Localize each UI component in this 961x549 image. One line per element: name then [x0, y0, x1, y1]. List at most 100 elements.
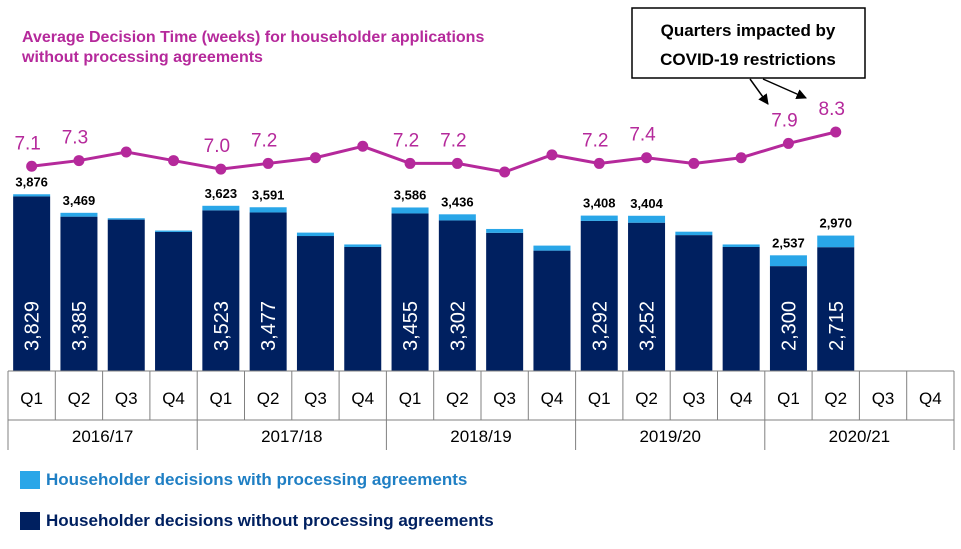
x-axis-quarter-label: Q4 [730, 389, 753, 408]
average-decision-time-label: 7.2 [582, 130, 608, 151]
bar-with-agreements [722, 244, 760, 247]
average-decision-time-point [546, 149, 558, 161]
bar-without-agreements [438, 220, 476, 371]
bar-total-label: 3,623 [205, 186, 238, 201]
average-decision-time-series [31, 130, 837, 174]
bar-value-label: 3,302 [447, 301, 469, 351]
x-axis-quarter-label: Q4 [351, 389, 374, 408]
average-decision-time-point [688, 157, 700, 169]
average-decision-time-point [451, 157, 463, 169]
bar-without-agreements [817, 247, 855, 371]
bar-without-agreements [344, 246, 382, 371]
legend-label-without-agreements: Householder decisions without processing… [46, 511, 494, 530]
average-decision-time-point [499, 166, 511, 178]
x-axis-quarter-label: Q2 [68, 389, 91, 408]
legend-item-with-agreements: Householder decisions with processing ag… [20, 470, 467, 490]
average-decision-time-point [168, 155, 180, 167]
bar-with-agreements [107, 218, 145, 220]
average-decision-time-point [309, 152, 321, 164]
x-axis-quarter-label: Q4 [162, 389, 185, 408]
x-axis-year-label: 2017/18 [261, 427, 322, 446]
average-decision-time-label: 7.2 [440, 130, 466, 151]
average-decision-time-point [357, 140, 369, 152]
bar-total-label: 3,586 [394, 187, 427, 202]
bar-without-agreements [13, 196, 51, 371]
bar-with-agreements [202, 205, 240, 211]
average-decision-time-label: 7.9 [771, 110, 797, 131]
line-title: Average Decision Time (weeks) for househ… [21, 29, 484, 66]
bar-without-agreements [202, 210, 240, 371]
bar-value-label: 3,292 [589, 301, 611, 351]
x-axis-quarter-label: Q3 [304, 389, 327, 408]
x-axis-quarter-label: Q2 [257, 389, 280, 408]
x-axis-year-label: 2016/17 [72, 427, 133, 446]
bar-with-agreements [60, 212, 98, 217]
x-axis-quarter-label: Q1 [20, 389, 43, 408]
bar-without-agreements [60, 216, 98, 371]
bar-value-label: 3,455 [400, 301, 422, 351]
bar-without-agreements [249, 212, 287, 371]
average-decision-time-point [404, 157, 416, 169]
legend-swatch-with-agreements [20, 471, 40, 489]
bar-total-label: 3,404 [630, 196, 663, 211]
bar-with-agreements [533, 245, 571, 251]
average-decision-time-point [641, 152, 653, 164]
average-decision-time-point [26, 160, 38, 172]
average-decision-time-point [593, 157, 605, 169]
bar-with-agreements [344, 244, 382, 247]
average-decision-time-label: 8.3 [819, 99, 845, 120]
bar-without-agreements [296, 236, 334, 371]
legend-swatch-without-agreements [20, 512, 40, 530]
bar-without-agreements [533, 250, 571, 371]
legend-item-without-agreements: Householder decisions without processing… [20, 511, 494, 531]
bar-with-agreements [391, 207, 429, 214]
bar-total-label: 2,537 [772, 235, 805, 250]
x-axis-year-label: 2018/19 [450, 427, 511, 446]
average-decision-time-point [215, 163, 227, 175]
x-axis-quarter-label: Q1 [777, 389, 800, 408]
average-decision-time-point [262, 157, 274, 169]
bar-without-agreements [722, 246, 760, 371]
average-decision-time-label: 7.3 [62, 128, 88, 149]
bar-without-agreements [391, 213, 429, 371]
covid-arrow-q1 [749, 78, 769, 105]
bar-total-label: 3,408 [583, 196, 616, 211]
x-axis-quarter-label: Q1 [399, 389, 422, 408]
bar-with-agreements [296, 232, 334, 237]
bar-with-agreements [675, 231, 713, 236]
bar-without-agreements [580, 220, 618, 371]
chart: Average Decision Time (weeks) for househ… [7, 7, 955, 450]
bar-value-label: 2,715 [826, 301, 848, 351]
x-axis-quarter-label: Q4 [541, 389, 564, 408]
bar-with-agreements [769, 255, 807, 267]
average-decision-time-point [73, 155, 85, 167]
covid-annotation: Quarters impacted by COVID-19 restrictio… [631, 7, 866, 105]
bar-value-label: 3,829 [22, 301, 44, 351]
bar-without-agreements [769, 266, 807, 371]
bar-value-label: 2,300 [778, 301, 800, 351]
average-decision-time-label: 7.1 [14, 133, 40, 154]
covid-annotation-line-2: COVID-19 restrictions [660, 50, 836, 69]
bar-value-label: 3,385 [69, 301, 91, 351]
line-title-line-2: without processing agreements [21, 49, 263, 66]
bar-value-label: 3,252 [637, 301, 659, 351]
covid-annotation-line-1: Quarters impacted by [661, 21, 836, 40]
average-decision-time-label: 7.2 [251, 130, 277, 151]
bar-total-label: 3,591 [252, 187, 285, 202]
bar-without-agreements [628, 222, 666, 371]
bar-with-agreements [438, 214, 476, 221]
bar-without-agreements [675, 235, 713, 371]
x-axis-quarter-label: Q3 [683, 389, 706, 408]
bar-total-label: 3,436 [441, 194, 474, 209]
bar-with-agreements [580, 215, 618, 221]
x-axis-year-label: 2019/20 [639, 427, 700, 446]
bar-with-agreements [249, 207, 287, 213]
average-decision-time-line: 7.1 7.3 7.0 7.2 7.2 7.2 7.2 7.4 7.9 8.3 [14, 99, 845, 178]
average-decision-time-label: 7.2 [393, 130, 419, 151]
x-axis-quarter-label: Q3 [493, 389, 516, 408]
x-axis-quarter-label: Q4 [919, 389, 942, 408]
bar-total-label: 3,469 [63, 193, 96, 208]
average-decision-time-label: 7.4 [629, 125, 656, 146]
legend-label-with-agreements: Householder decisions with processing ag… [46, 470, 468, 489]
average-decision-time-point [735, 152, 747, 164]
